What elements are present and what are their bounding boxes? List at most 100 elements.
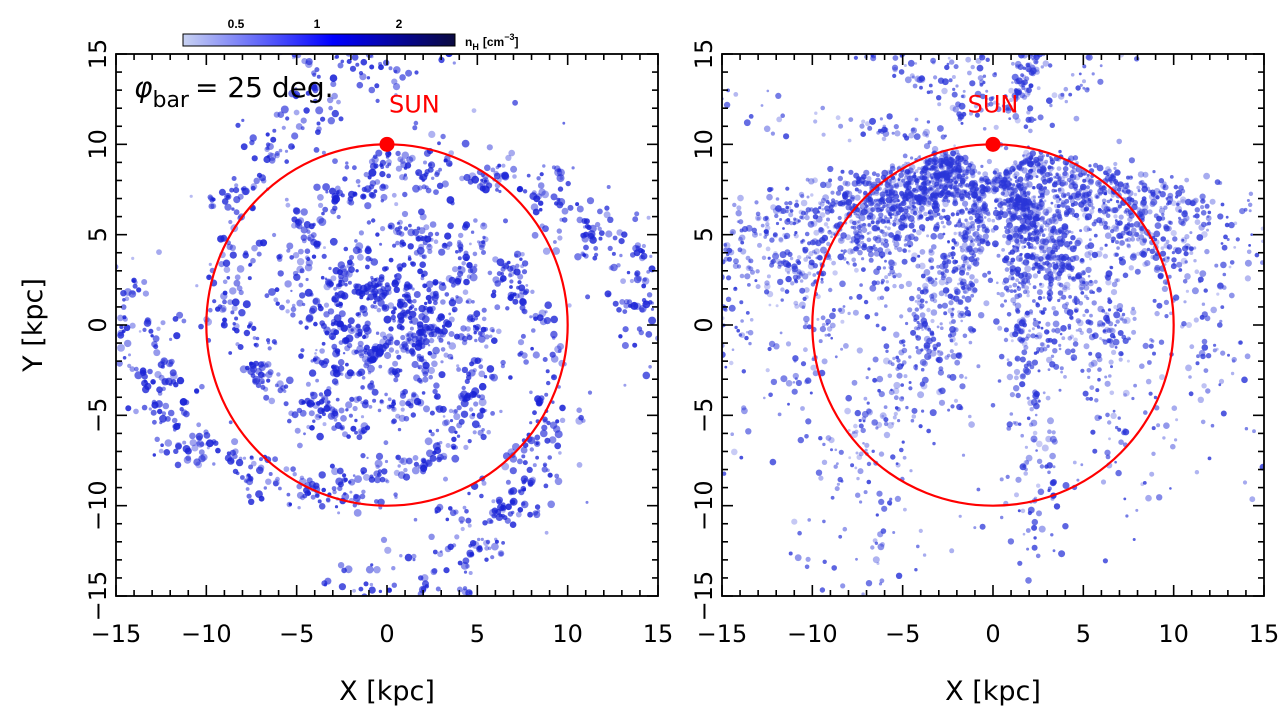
gas-point [531, 190, 537, 196]
gas-point [765, 246, 771, 252]
gas-point [964, 306, 969, 311]
gas-point [427, 351, 433, 356]
gas-point [645, 331, 653, 338]
gas-point [1026, 279, 1031, 284]
gas-point [993, 72, 997, 75]
gas-point [883, 421, 889, 427]
gas-point [400, 390, 406, 396]
gas-point [1099, 337, 1103, 340]
gas-point [792, 355, 799, 362]
gas-point [390, 314, 396, 320]
gas-point [439, 405, 447, 413]
gas-point [611, 251, 616, 256]
gas-point [972, 199, 976, 203]
gas-point [128, 290, 137, 298]
gas-point [892, 219, 896, 223]
gas-point [302, 302, 306, 307]
gas-point [1105, 279, 1112, 286]
gas-point [1005, 107, 1012, 114]
gas-point [537, 182, 545, 189]
gas-point [1031, 327, 1035, 331]
gas-point [849, 240, 853, 244]
gas-point [434, 510, 438, 514]
gas-point [408, 223, 412, 228]
gas-point [348, 413, 353, 418]
gas-point [1020, 508, 1026, 514]
gas-point [1084, 216, 1090, 221]
gas-point [1052, 549, 1056, 553]
gas-point [926, 428, 932, 434]
gas-point [847, 429, 851, 432]
gas-point [429, 291, 437, 299]
phi-symbol: φ [134, 71, 153, 104]
gas-point [251, 244, 258, 252]
gas-point [386, 587, 392, 593]
gas-point [309, 391, 315, 397]
gas-point [405, 349, 410, 354]
gas-point [480, 326, 487, 333]
gas-point [1073, 296, 1080, 303]
gas-point [1248, 191, 1254, 196]
gas-point [1060, 261, 1065, 266]
gas-point [892, 531, 896, 534]
gas-point [407, 228, 416, 237]
gas-point [305, 259, 313, 267]
gas-point [507, 260, 511, 265]
gas-point [1111, 281, 1118, 288]
gas-point [1151, 339, 1155, 343]
gas-point [797, 255, 802, 260]
gas-point [235, 471, 240, 476]
gas-point [1112, 338, 1120, 346]
gas-point [1055, 245, 1061, 250]
gas-point [804, 215, 810, 221]
gas-point [1142, 171, 1149, 178]
gas-point [1193, 259, 1197, 263]
gas-point [542, 164, 546, 168]
gas-point [842, 305, 846, 308]
gas-point [890, 454, 896, 460]
gas-point [1017, 509, 1021, 513]
gas-point [271, 339, 277, 345]
gas-point [1032, 392, 1040, 400]
gas-point [1034, 413, 1038, 417]
gas-point [457, 266, 466, 274]
gas-point [905, 405, 909, 410]
gas-point [294, 427, 301, 434]
gas-point [723, 101, 731, 109]
gas-point [917, 391, 925, 399]
gas-point [312, 419, 316, 423]
y-tick-label: 5 [84, 227, 112, 242]
gas-point [908, 355, 912, 359]
gas-point [578, 414, 584, 421]
gas-point [1117, 427, 1122, 432]
gas-point [1185, 289, 1189, 293]
gas-point [373, 189, 378, 194]
gas-point [300, 495, 305, 501]
gas-point [1218, 383, 1222, 387]
gas-point [1034, 69, 1040, 75]
gas-point [179, 407, 184, 412]
gas-point [1026, 416, 1031, 421]
gas-point [364, 202, 372, 210]
gas-point [448, 299, 457, 307]
gas-point [252, 378, 258, 384]
gas-point [349, 396, 355, 402]
gas-point [1118, 357, 1123, 362]
gas-point [426, 449, 434, 458]
gas-point [440, 314, 445, 319]
gas-point [542, 416, 548, 423]
gas-point [366, 297, 370, 301]
gas-point [968, 256, 975, 263]
gas-point [402, 191, 408, 198]
gas-point [357, 253, 364, 261]
gas-point [451, 436, 457, 442]
gas-point [432, 290, 439, 297]
gas-point [377, 498, 385, 506]
gas-point [517, 507, 524, 513]
gas-point [598, 230, 605, 237]
gas-point [1194, 207, 1201, 213]
gas-point [374, 83, 380, 89]
gas-point [561, 207, 569, 215]
gas-point [630, 252, 636, 258]
gas-point [394, 93, 398, 97]
